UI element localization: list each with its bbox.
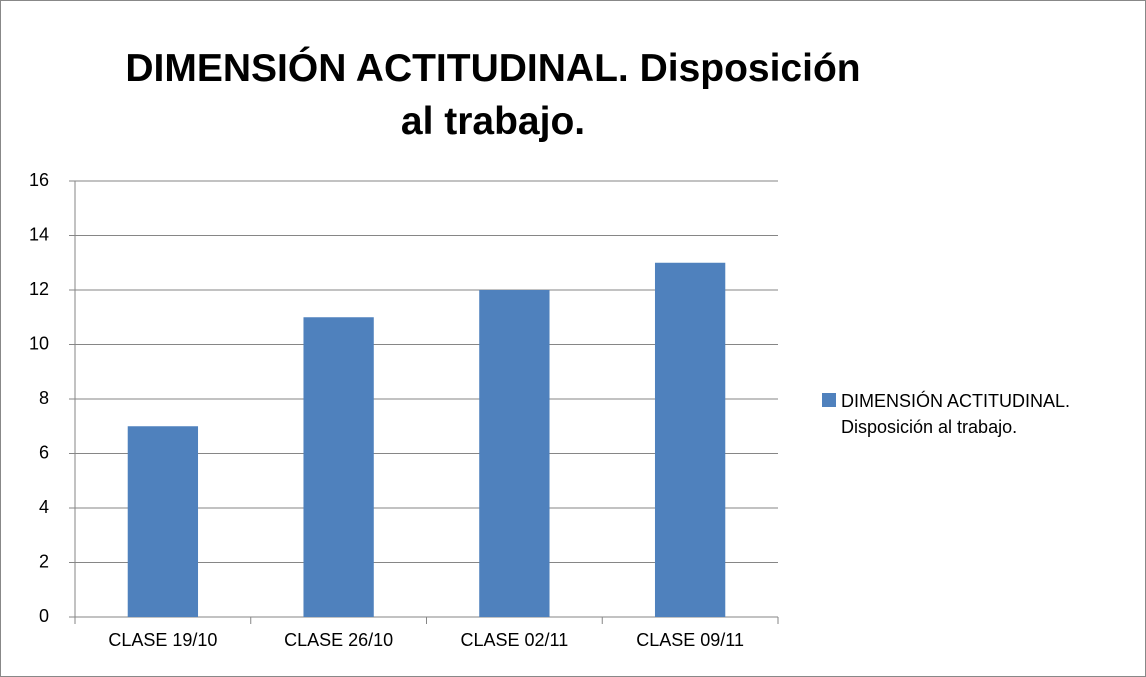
- x-tick-label: CLASE 09/11: [636, 630, 744, 650]
- x-tick-label: CLASE 19/10: [108, 630, 217, 650]
- y-tick-label: 4: [39, 497, 49, 517]
- y-tick-label: 6: [39, 442, 49, 462]
- y-tick-label: 16: [29, 170, 49, 190]
- x-tick-label: CLASE 26/10: [284, 630, 393, 650]
- y-tick-label: 14: [29, 224, 49, 244]
- y-tick-label: 2: [39, 551, 49, 571]
- y-tick-label: 0: [39, 606, 49, 626]
- bar: [654, 262, 726, 617]
- y-tick-label: 10: [29, 333, 49, 353]
- bar: [303, 317, 374, 617]
- y-tick-label: 12: [29, 279, 49, 299]
- y-tick-label: 8: [39, 388, 49, 408]
- bar: [127, 426, 199, 617]
- legend-swatch: [822, 393, 836, 407]
- legend-label: DIMENSIÓN ACTITUDINAL. Disposición al tr…: [841, 391, 1071, 437]
- x-tick-label: CLASE 02/11: [461, 630, 569, 650]
- chart-title: DIMENSIÓN ACTITUDINAL. Disposición al tr…: [125, 47, 861, 143]
- bar: [479, 290, 550, 617]
